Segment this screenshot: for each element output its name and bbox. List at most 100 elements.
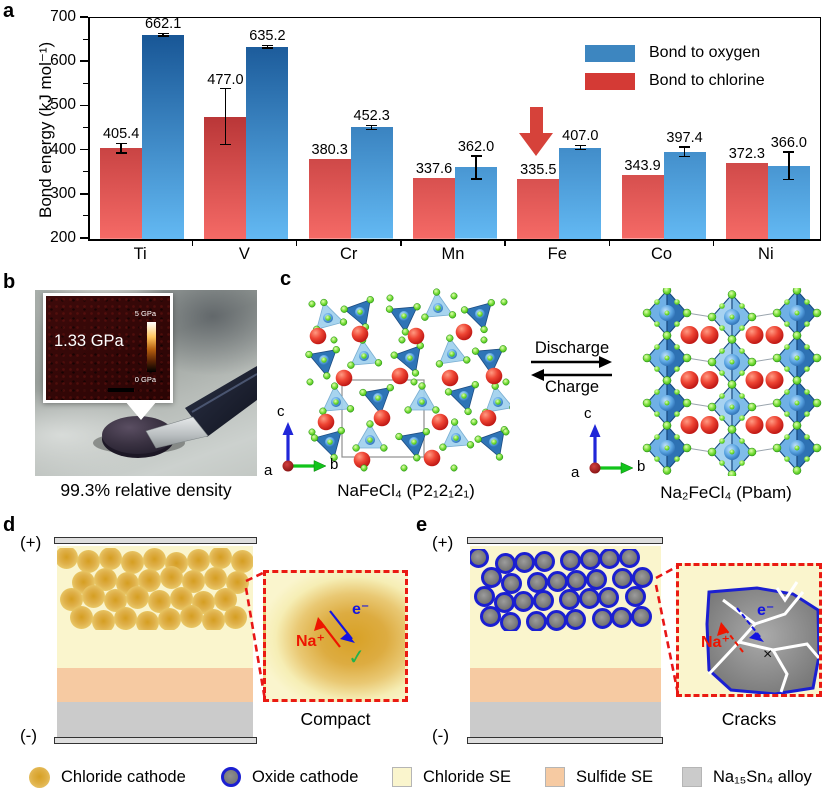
na-atom	[353, 451, 371, 469]
cl-atom	[401, 328, 410, 336]
oxide-particle	[618, 549, 640, 568]
cl-atom	[325, 315, 331, 321]
cl-atom	[674, 411, 680, 417]
axis-a-label-left: a	[264, 462, 273, 479]
bar-ni-chlorine	[725, 162, 768, 239]
chloride-particle	[214, 588, 237, 611]
cl-atom	[739, 460, 745, 466]
cl-atom	[794, 445, 800, 451]
cl-atom	[477, 311, 483, 317]
cl-atom	[642, 308, 652, 318]
cl-atom	[310, 434, 319, 442]
cl-atom	[707, 402, 717, 412]
na-atom	[335, 369, 353, 387]
error-cap	[679, 155, 691, 158]
oxide-cathode-swatch	[221, 767, 241, 787]
cl-atom	[727, 335, 737, 344]
error-cap	[366, 124, 378, 127]
y-major-tick	[80, 60, 88, 62]
cl-atom	[729, 359, 735, 365]
chloride-particle	[138, 568, 161, 592]
cl-atom	[444, 388, 453, 396]
na-ion-label: Na⁺	[701, 634, 730, 651]
na2fecl4-caption: Na₂FeCl₄ (Pbam)	[660, 483, 792, 502]
oxide-particle	[480, 605, 501, 627]
oxide-particle	[532, 590, 554, 611]
value-label: 372.3	[728, 145, 765, 162]
cl-atom	[642, 398, 652, 408]
cl-atom	[739, 370, 745, 376]
axis-c-label-left: c	[277, 403, 285, 420]
panel-b-caption: 99.3% relative density	[60, 480, 232, 500]
na-atom	[680, 416, 699, 434]
nafecl4-structure	[305, 288, 510, 472]
cl-atom	[654, 321, 660, 327]
value-label: 407.0	[562, 128, 599, 145]
cl-atom	[346, 405, 355, 413]
cl-atom	[491, 439, 497, 445]
cl-atom	[499, 345, 507, 353]
cl-atom	[333, 399, 339, 405]
panel-c-label: c	[280, 268, 292, 290]
chloride-particle	[77, 550, 100, 573]
error-bar	[120, 143, 122, 154]
cl-atom	[739, 438, 745, 444]
panel-d-bottom-electrode	[54, 737, 257, 744]
cl-atom	[747, 447, 757, 457]
oxide-particle	[578, 588, 600, 609]
cl-atom	[654, 411, 660, 417]
cl-atom	[784, 344, 790, 350]
oxide-particle	[513, 591, 534, 612]
cl-atom	[449, 351, 455, 357]
cl-atom	[654, 299, 660, 305]
bar-v-oxygen	[246, 46, 289, 239]
cl-atom	[320, 298, 328, 307]
cl-atom	[357, 309, 363, 315]
cl-atom	[654, 434, 660, 440]
cl-atom	[308, 428, 316, 436]
cl-atom	[664, 355, 670, 361]
cl-atom	[772, 308, 782, 318]
y-major-tick	[80, 104, 88, 107]
cl-atom	[739, 415, 745, 421]
value-label: 335.5	[520, 162, 557, 179]
cl-atom	[347, 361, 355, 369]
oxide-particle	[565, 608, 586, 630]
axis-b-label-left: b	[330, 456, 339, 473]
cl-atom	[366, 296, 374, 304]
x-boundary-tick	[295, 240, 298, 246]
cl-atom	[495, 399, 501, 405]
x-boundary-tick	[712, 240, 715, 246]
cl-atom	[792, 331, 802, 340]
cl-atom	[432, 288, 441, 296]
panel-d-sulfide-se-layer	[57, 668, 253, 702]
cl-atom	[330, 382, 339, 390]
x-boundary-tick	[608, 240, 611, 246]
cl-atom	[398, 336, 406, 344]
panel-d-alloy-layer	[57, 702, 253, 737]
nafecl4-caption: NaFeCl₄ (P2₁2₁2₁)	[337, 481, 475, 500]
legend-item: Chloride cathode	[29, 765, 186, 789]
na-atom	[765, 416, 784, 434]
cl-atom	[739, 393, 745, 399]
cl-atom	[804, 411, 810, 417]
cl-atom	[804, 366, 810, 372]
cl-atom	[439, 443, 447, 451]
x-tick-label-V: V	[238, 245, 250, 263]
legend-label-chlorine: Bond to chlorine	[649, 72, 765, 89]
panel-e-bottom-electrode	[467, 737, 663, 744]
error-cap	[470, 178, 482, 180]
cl-atom	[812, 443, 822, 453]
cl-atom	[407, 355, 413, 361]
cl-atom	[674, 456, 680, 462]
oxide-particle	[566, 569, 587, 591]
cl-atom	[784, 434, 790, 440]
cl-atom	[400, 464, 408, 472]
cl-atom	[502, 428, 510, 436]
x-boundary-tick	[191, 240, 194, 246]
panel-e-inset: Na⁺ e⁻ ×	[676, 563, 822, 697]
error-cap	[261, 44, 273, 47]
y-minor-tick	[83, 38, 88, 40]
error-cap	[115, 142, 127, 145]
